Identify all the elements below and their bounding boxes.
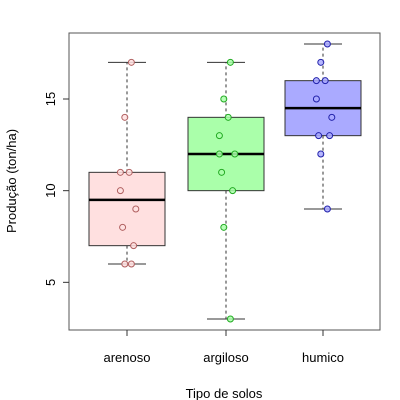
data-point-arenoso xyxy=(116,187,124,195)
data-point-humico xyxy=(326,132,334,140)
data-point-argiloso xyxy=(220,223,228,231)
x-tick-label-humico: humico xyxy=(302,350,344,365)
data-point-humico xyxy=(317,150,325,158)
data-point-arenoso xyxy=(121,113,129,121)
data-point-argiloso xyxy=(224,113,232,121)
data-point-humico xyxy=(328,113,336,121)
points-layer xyxy=(116,40,336,323)
boxes-layer xyxy=(88,43,362,320)
data-point-humico xyxy=(317,58,325,66)
data-point-arenoso xyxy=(116,168,124,176)
data-point-argiloso xyxy=(220,95,228,103)
data-point-humico xyxy=(321,77,329,85)
data-point-humico xyxy=(323,205,331,213)
y-tick-label-10: 10 xyxy=(43,183,58,197)
data-point-arenoso xyxy=(127,58,135,66)
data-point-argiloso xyxy=(226,58,234,66)
data-point-arenoso xyxy=(130,242,138,250)
y-axis: 5 10 15 xyxy=(43,92,69,286)
y-tick-label-5: 5 xyxy=(43,279,58,286)
data-point-argiloso xyxy=(218,168,226,176)
data-point-argiloso xyxy=(215,132,223,140)
data-point-argiloso xyxy=(229,187,237,195)
data-point-arenoso xyxy=(119,223,127,231)
data-point-humico xyxy=(312,77,320,85)
data-point-humico xyxy=(323,40,331,48)
data-point-humico xyxy=(315,132,323,140)
y-tick-label-15: 15 xyxy=(43,92,58,106)
data-point-argiloso xyxy=(215,150,223,158)
x-tick-label-arenoso: arenoso xyxy=(104,350,151,365)
data-point-arenoso xyxy=(132,205,140,213)
data-point-humico xyxy=(312,95,320,103)
data-point-arenoso xyxy=(121,260,129,268)
x-axis: arenoso argiloso humico xyxy=(104,330,344,365)
box-arenoso xyxy=(88,171,166,247)
x-axis-label: Tipo de solos xyxy=(186,386,263,400)
data-point-arenoso xyxy=(125,168,133,176)
x-tick-label-argiloso: argiloso xyxy=(203,350,249,365)
data-point-argiloso xyxy=(231,150,239,158)
data-point-argiloso xyxy=(226,315,234,323)
plot-frame xyxy=(68,32,381,331)
y-axis-label: Produção (ton/ha) xyxy=(4,129,19,233)
data-point-arenoso xyxy=(127,260,135,268)
